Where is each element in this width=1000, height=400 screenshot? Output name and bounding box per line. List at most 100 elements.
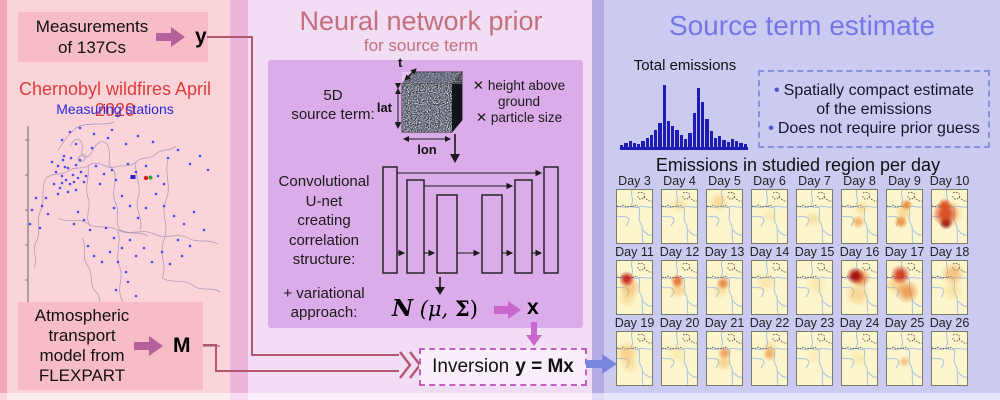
day-map-tile [706, 189, 743, 244]
wire-m [215, 370, 399, 372]
histogram-bar [683, 138, 688, 147]
wire-y [207, 36, 253, 38]
day-cell: Day 5 [702, 174, 747, 244]
histogram-bar [692, 112, 696, 147]
day-label: Day 26 [929, 316, 970, 330]
inversion-box: Inversion y = Mx [419, 348, 587, 386]
day-label: Day 5 [708, 174, 741, 188]
measurement-vector-symbol: y [195, 25, 207, 48]
histogram-bar [620, 144, 624, 147]
emission-hotspots [662, 332, 697, 385]
day-map-tile [616, 331, 653, 386]
day-cell: Day 16 [837, 245, 882, 315]
day-cell: Day 23 [792, 316, 837, 386]
emission-hotspots [797, 190, 832, 243]
arrow-right-icon [134, 336, 163, 356]
day-label: Day 18 [929, 245, 970, 259]
total-emissions-histogram [620, 78, 748, 150]
emission-hotspots [752, 261, 787, 314]
histogram-bar [679, 134, 683, 147]
left-edge-strip [0, 0, 7, 400]
cube-axis-lat: lat [377, 100, 393, 115]
emission-hotspots [932, 190, 967, 243]
day-cell: Day 9 [882, 174, 927, 244]
map-title: Measuring stations [56, 101, 174, 117]
measurements-box: Measurements of 137Cs y [18, 12, 208, 62]
emission-hotspots [887, 332, 922, 385]
histogram-bar [705, 119, 709, 147]
day-cell: Day 22 [747, 316, 792, 386]
day-map-tile [661, 260, 698, 315]
day-label: Day 12 [659, 245, 700, 259]
histogram-bar [722, 139, 726, 147]
day-label: Day 17 [884, 245, 925, 259]
histogram-bar [645, 138, 649, 147]
emission-hotspots [752, 332, 787, 385]
day-cell: Day 19 [612, 316, 657, 386]
day-map-tile [751, 260, 788, 315]
day-cell: Day 24 [837, 316, 882, 386]
chernobyl-marker [130, 175, 153, 181]
emission-hotspots [842, 332, 877, 385]
day-map-tile [841, 331, 878, 386]
variational-label: + variational approach: [283, 285, 365, 321]
bullet-item: • Spatially compact estimate of the emiss… [774, 81, 974, 118]
day-label: Day 10 [929, 174, 970, 188]
day-label: Day 21 [704, 316, 745, 330]
day-cell: Day 8 [837, 174, 882, 244]
histogram-bar [662, 85, 666, 147]
arrow-right-icon [156, 27, 185, 47]
day-cell: Day 11 [612, 245, 657, 315]
day-map-tile [706, 260, 743, 315]
day-map-tile [751, 331, 788, 386]
day-label: Day 23 [794, 316, 835, 330]
transport-model-label: Atmospheric transport model from FLEXPAR… [34, 306, 130, 385]
gaussian-formula: N (μ, Σ) [392, 295, 478, 322]
day-label: Day 9 [888, 174, 921, 188]
wire-m [215, 344, 217, 372]
day-label: Day 14 [749, 245, 790, 259]
emission-hotspots [887, 261, 922, 314]
unet-diagram [382, 166, 559, 274]
day-map-tile [751, 189, 788, 244]
emission-hotspots [707, 332, 742, 385]
divider-strip-right [592, 0, 604, 400]
day-label: Day 25 [884, 316, 925, 330]
emission-hotspots [932, 261, 967, 314]
day-label: Day 8 [843, 174, 876, 188]
emission-hotspots [842, 261, 877, 314]
histogram-bar [726, 142, 730, 147]
histogram-title: Total emissions [633, 57, 737, 74]
histogram-bar [713, 137, 718, 147]
emission-hotspots [797, 261, 832, 314]
day-map-tile [796, 331, 833, 386]
emission-hotspots [887, 190, 922, 243]
emission-hotspots [707, 261, 742, 314]
formula-sigma: Σ [454, 296, 470, 321]
source-term-cube: t lat lon [377, 58, 463, 156]
day-cell: Day 4 [657, 174, 702, 244]
cube-axis-lon: lon [417, 142, 437, 156]
emission-hotspots [932, 332, 967, 385]
histogram-bar [709, 130, 713, 147]
day-cell: Day 13 [702, 245, 747, 315]
day-map-tile [931, 189, 968, 244]
formula-args: (μ, [419, 297, 455, 321]
histogram-bar [628, 140, 632, 147]
wire-m [203, 344, 217, 346]
histogram-bar [624, 143, 628, 147]
arrow-down-icon [435, 277, 445, 295]
key-points-box: • Spatially compact estimate of the emiss… [758, 70, 990, 148]
histogram-bar [739, 142, 743, 147]
day-cell: Day 26 [927, 316, 972, 386]
day-map-tile [796, 189, 833, 244]
day-map-tile [841, 260, 878, 315]
unet-label: Convolutional U-net creating correlation… [278, 173, 370, 268]
day-label: Day 16 [839, 245, 880, 259]
day-cell: Day 3 [612, 174, 657, 244]
day-label: Day 11 [615, 245, 654, 259]
daily-emissions-grid: Day 3 Day 4 Day 5 Day 6 Day 7 Day 8 Day 9 Day 1… [612, 174, 972, 386]
histogram-bar [718, 135, 722, 147]
day-map-tile [616, 189, 653, 244]
emission-hotspots [617, 190, 652, 243]
